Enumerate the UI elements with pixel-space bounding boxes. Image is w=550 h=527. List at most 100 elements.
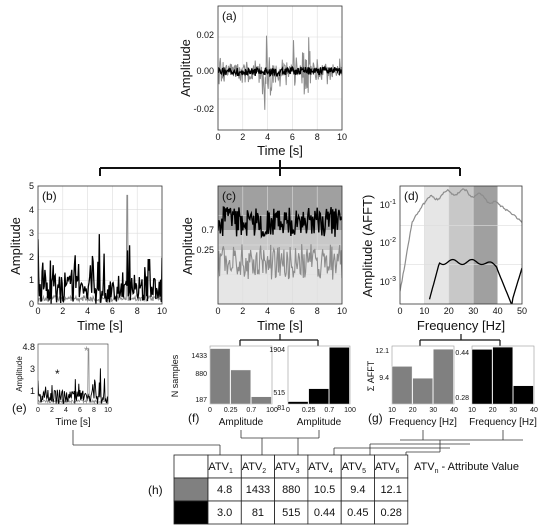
panel-g-left-xtick-3: 30 [429, 407, 437, 414]
table-value-1-3: 880 [282, 484, 300, 496]
panel-e-xtick-6: 10 [104, 407, 112, 414]
panel-c: (c) 0.7 0.25 0 2 4 6 8 10 Time [s] Ampli… [180, 185, 347, 333]
g-right-bar-2 [492, 346, 513, 405]
table-value-1-5: 9.4 [350, 484, 365, 496]
panel-d-gray-series [400, 188, 522, 292]
panel-b-xtick-6: 10 [157, 306, 167, 316]
panel-c-xlabel: Time [s] [257, 318, 303, 333]
g-left-bar-1 [391, 366, 413, 405]
panel-f-left-xlabel: Amplitude [219, 417, 264, 428]
panel-d-xtick-2: 10 [419, 306, 429, 316]
panel-e-ytick-1: 4.8 [22, 342, 35, 352]
f-left-bar-3 [251, 396, 272, 405]
panel-c-ytick-2: 0.25 [196, 245, 214, 255]
panel-g-ylabel: Σ AFFT [366, 360, 376, 391]
table-header-row: ATV1 ATV2 ATV3 ATV4 ATV5 ATV6 [207, 454, 409, 479]
panel-b-black-series [38, 234, 162, 304]
panel-e-ytick-3: 1 [30, 386, 35, 396]
panel-a-black-series [218, 65, 342, 78]
panel-a-xtick-1: 0 [215, 132, 220, 142]
panel-d-xtick-3: 20 [444, 306, 454, 316]
panel-g-left-ytick-1: 12.1 [375, 348, 389, 355]
panel-d: (d) 10-1 10-2 10-3 0 10 20 30 40 50 Freq… [360, 185, 527, 333]
panel-a-xtick-2: 2 [240, 132, 245, 142]
panel-c-gray-series [218, 244, 342, 280]
panel-a-frame [217, 5, 343, 131]
panel-f-right-xtick-2: 0.25 [302, 407, 316, 414]
panel-a-ylabel: Amplitude [178, 39, 193, 97]
panel-g-right-ytick-2: 0.28 [455, 395, 469, 402]
panel-c-xtick-4: 6 [290, 306, 295, 316]
panel-f-left-ytick-3: 187 [195, 397, 207, 404]
table-cell-2-6 [374, 500, 409, 525]
panel-d-ytick-3: 10-3 [380, 276, 396, 287]
panel-g-letter: (g) [368, 411, 383, 425]
panel-f-letter: (f) [188, 411, 199, 425]
panel-d-letter: (d) [404, 189, 419, 203]
panel-a-ytick-3: -0.02 [193, 104, 214, 114]
attribute-value-legend: ATVn - Attribute Value [414, 461, 519, 475]
panel-f-left-ytick-2: 880 [195, 371, 207, 378]
g-left-bar-3 [433, 349, 454, 405]
table-header-label-3: ATV3 [275, 461, 300, 475]
panel-e-frame [37, 343, 109, 405]
table-header-label-5: ATV5 [342, 461, 367, 475]
panel-b-xtick-4: 6 [110, 306, 115, 316]
f-right-bar-1 [287, 401, 309, 405]
table-header-label-4: ATV4 [308, 461, 333, 475]
tree-connector-middle [239, 334, 501, 346]
panel-e-xtick-3: 4 [64, 407, 68, 414]
panel-d-ylabel: Amplitude (AFFT) [360, 195, 375, 298]
panel-g: 12.1 9.4 0.44 0.28 10 20 30 40 10 20 30 … [366, 345, 538, 428]
panel-b-ytick-3: 2 [29, 252, 34, 262]
panel-d-grid [400, 186, 522, 304]
panel-e-letter: (e) [12, 401, 27, 415]
panel-b-letter: (b) [42, 189, 57, 203]
panel-e-gray-series [38, 348, 108, 404]
panel-d-band-light [424, 186, 449, 304]
panel-g-left-ytick-2: 9.4 [379, 375, 389, 382]
panel-g-left-bars [391, 349, 454, 405]
table-value-1-2: 1433 [246, 484, 270, 496]
panel-f-left-xtick-1: 0 [208, 407, 212, 414]
panel-b-xlabel: Time [s] [77, 318, 123, 333]
panel-f-left-xtick-4: 100 [266, 407, 278, 414]
panel-c-xtick-2: 2 [240, 306, 245, 316]
table-value-1-6: 12.1 [380, 484, 401, 496]
panel-c-ylabel: Amplitude [180, 217, 195, 275]
table-body: 4.8 1433 880 10.5 9.4 12.1 3.0 81 515 0.44 0.45 0.2… [173, 477, 409, 525]
panel-d-xtick-1: 0 [397, 306, 402, 316]
panel-b-xtick-5: 8 [135, 306, 140, 316]
f-left-bar-1 [209, 348, 231, 405]
g-right-bar-1 [471, 349, 493, 405]
panel-f: 1433 880 187 1904 515 81 0 0.25 0.7 100 … [170, 345, 356, 428]
panel-d-xtick-6: 50 [517, 306, 527, 316]
panel-c-frame [217, 185, 343, 305]
f-left-bar-2 [230, 369, 251, 405]
panel-f-right-ytick-1: 1904 [269, 347, 285, 354]
panel-d-band-mid [448, 186, 474, 304]
table-value-2-1: 3.0 [217, 507, 232, 519]
panel-b-ytick-6: 5 [29, 181, 34, 191]
panel-b-ytick-5: 4 [29, 205, 34, 215]
tree-connector-bottom [72, 430, 523, 455]
panel-c-xtick-3: 4 [265, 306, 270, 316]
table-row-swatch-1 [173, 477, 209, 502]
panel-e-xtick-2: 2 [50, 407, 54, 414]
panel-b-xtick-3: 4 [85, 306, 90, 316]
f-right-bar-2 [308, 388, 329, 405]
table-header-label-2: ATV2 [242, 461, 267, 475]
panel-g-right-xlabel: Frequency [Hz] [469, 417, 537, 428]
panel-f-right-ytick-2: 515 [273, 390, 285, 397]
table-corner-cell [173, 454, 209, 479]
table-value-2-5: 0.45 [347, 507, 368, 519]
panel-b: (b) 0 1 2 3 4 5 0 2 4 6 8 10 Time [s] Am… [8, 181, 167, 333]
table-header-label-6: ATV6 [375, 461, 400, 475]
panel-g-right-bars [471, 346, 534, 405]
table-value-1-4: 10.5 [314, 484, 335, 496]
panel-d-frame [399, 185, 523, 305]
g-left-bar-2 [412, 378, 433, 405]
panel-g-right-xtick-2: 20 [489, 407, 497, 414]
panel-d-xtick-5: 40 [493, 306, 503, 316]
